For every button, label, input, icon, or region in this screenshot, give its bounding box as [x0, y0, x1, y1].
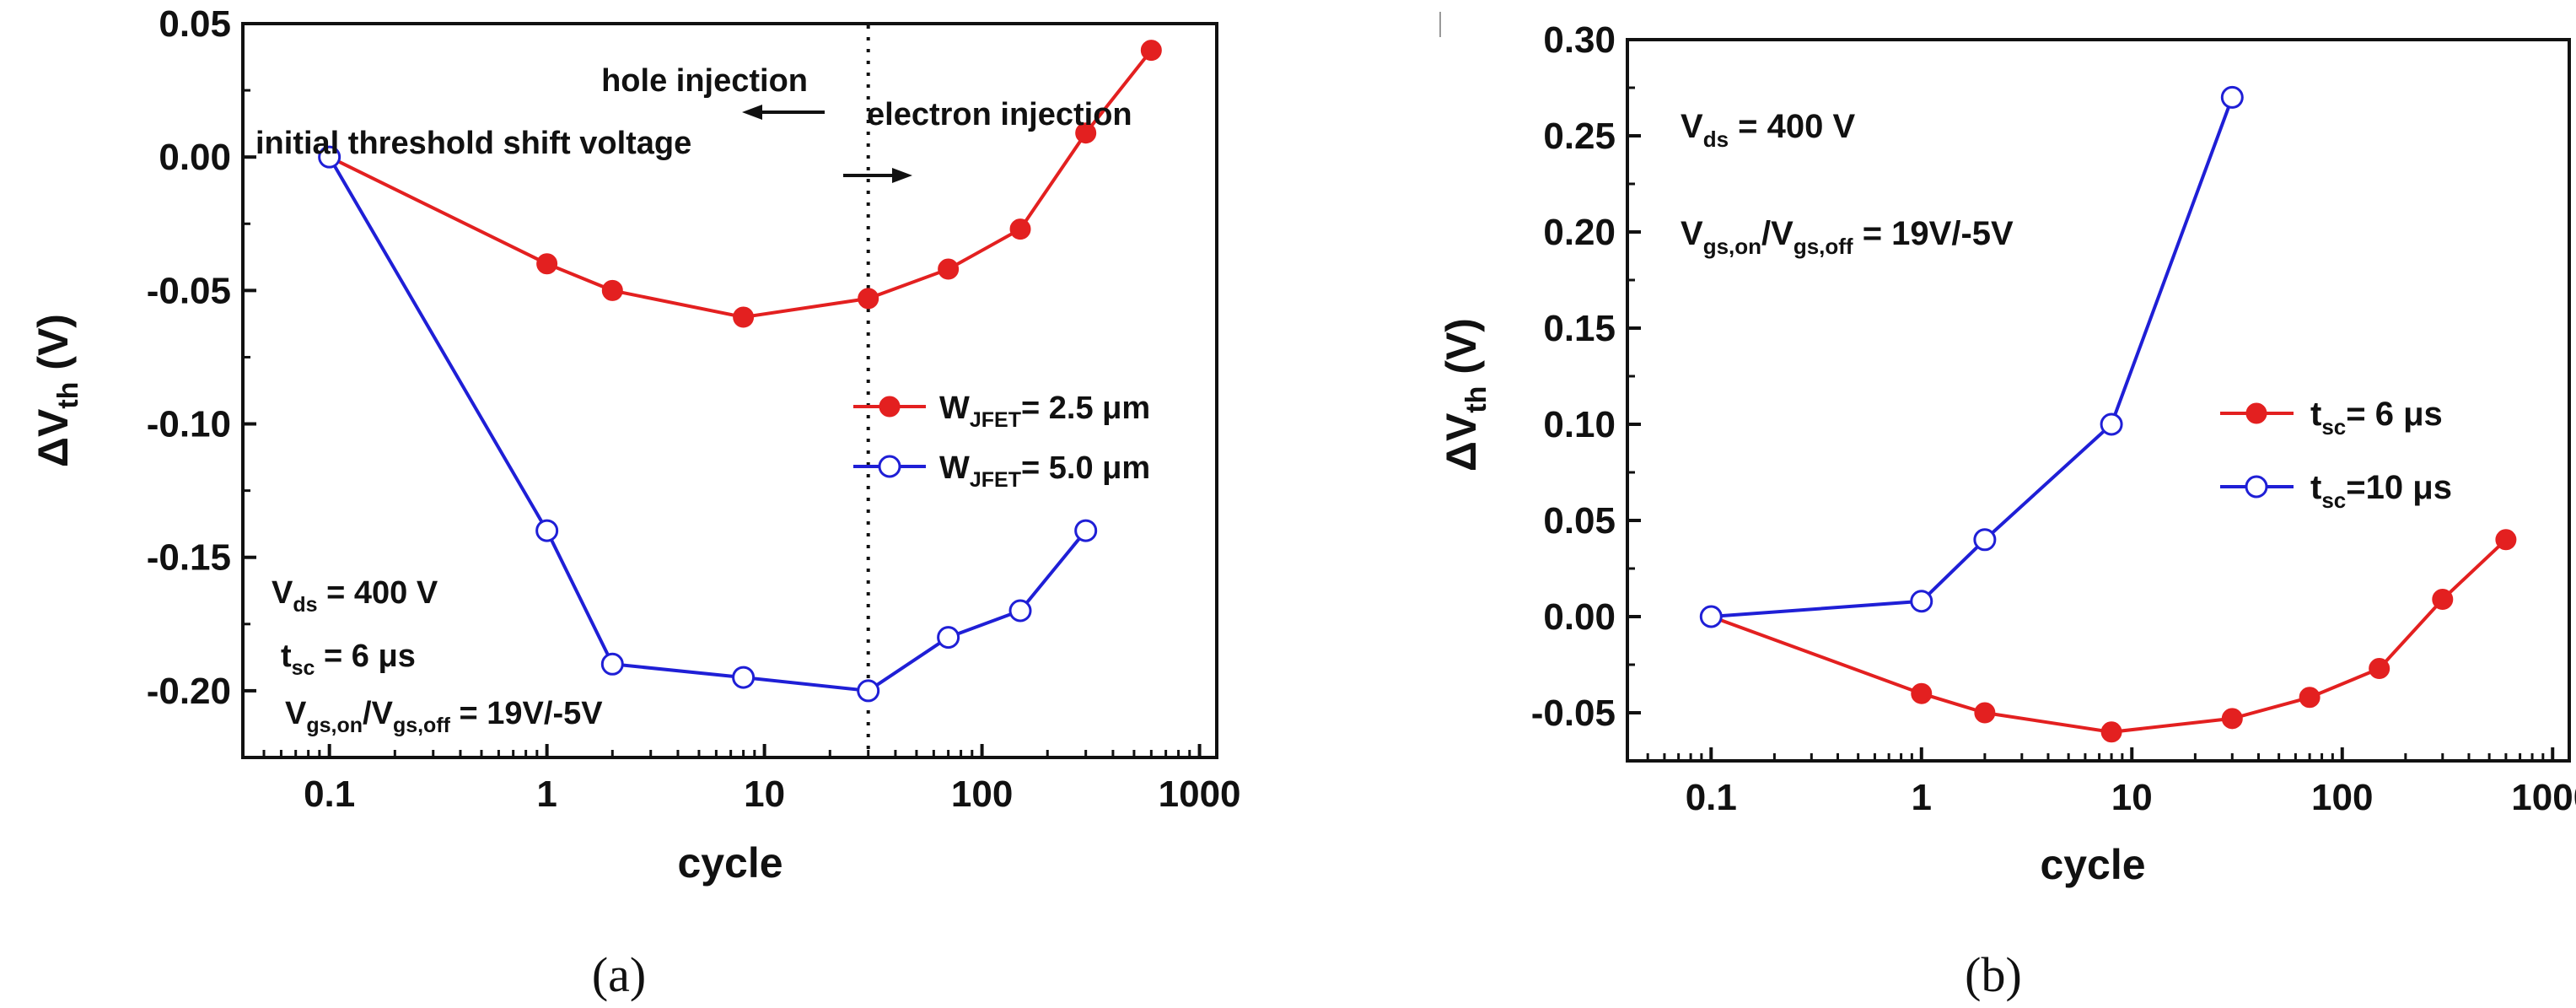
a-tsc-label: tsc = 6 μs	[281, 639, 416, 680]
b-series-2-point	[2100, 412, 2123, 436]
a-y-tick-label: -0.10	[147, 404, 231, 445]
a-hole-arrow	[742, 105, 825, 120]
b-x-axis-title: cycle	[2040, 841, 2145, 888]
a-x-tick-label: 10	[744, 774, 785, 815]
b-series-2-point	[2220, 85, 2244, 109]
b-series-2-point	[1699, 605, 1723, 628]
b-y-tick-label: 0.00	[1543, 596, 1616, 638]
b-series-1-line	[1710, 538, 2508, 734]
a-series-2-point	[535, 519, 559, 542]
b-series-1-point	[2432, 588, 2454, 610]
b-y-axis-title: ΔVth (V)	[1438, 318, 1492, 472]
b-series-2-point	[1910, 590, 1933, 613]
a-x-tick-label: 1000	[1159, 774, 1241, 815]
b-vds-label: Vds = 400 V	[1681, 108, 1855, 152]
a-vds-label: Vds = 400 V	[272, 575, 438, 617]
b-vgs-label: Vgs,on/Vgs,off = 19V/-5V	[1681, 215, 2014, 259]
a-series-2-point	[600, 652, 624, 676]
b-x-tick-label: 10	[2111, 777, 2153, 818]
a-vgs-label: Vgs,on/Vgs,off = 19V/-5V	[285, 696, 603, 737]
a-series-1-point	[1140, 40, 1162, 62]
b-y-tick-label: 0.30	[1543, 19, 1616, 61]
a-y-tick-label: -0.15	[147, 537, 231, 579]
a-y-tick-label: 0.05	[159, 3, 231, 45]
b-series-1-point	[2221, 708, 2243, 730]
a-y-tick-label: -0.20	[147, 671, 231, 712]
a-series-2-point	[1074, 519, 1098, 542]
b-y-tick-label: -0.05	[1531, 693, 1616, 734]
a-series-1-point	[733, 306, 755, 328]
a-series-1-point	[858, 288, 879, 310]
a-x-tick-label: 1	[536, 774, 557, 815]
b-x-tick-label: 0.1	[1686, 777, 1737, 818]
b-x-tick-label: 1	[1912, 777, 1932, 818]
a-electron-arrow	[843, 168, 912, 183]
b-x-tick-label: 1000	[2511, 777, 2576, 818]
a-series-2-point	[937, 626, 960, 650]
a-initial-shift-label: initial threshold shift voltage	[255, 126, 691, 161]
a-legend: WJFET= 2.5 μm WJFET= 5.0 μm	[853, 391, 1150, 492]
a-y-tick-label: -0.05	[147, 270, 231, 311]
b-series-1-point	[2369, 658, 2390, 680]
b-series-1-point	[2100, 721, 2122, 743]
b-series-1-point	[2299, 687, 2321, 709]
a-series-1-point	[938, 258, 960, 280]
a-series-2-point	[732, 666, 756, 689]
b-legend-item-2: tsc=10 μs	[2310, 469, 2452, 513]
b-series-1-point	[1974, 702, 1996, 724]
b-series-1-point	[1911, 682, 1933, 704]
a-series-1-point	[1075, 122, 1097, 144]
b-series-2-point	[1973, 528, 1997, 552]
b-y-tick-label: 0.20	[1543, 212, 1616, 253]
b-y-tick-label: 0.05	[1543, 500, 1616, 542]
b-y-tick-label: 0.15	[1543, 308, 1616, 349]
a-series-2-point	[857, 679, 880, 703]
a-x-tick-label: 100	[951, 774, 1013, 815]
a-y-axis-title: ΔVth (V)	[30, 314, 84, 467]
b-y-tick-label: 0.10	[1543, 404, 1616, 445]
a-electron-injection-label: electron injection	[867, 97, 1132, 132]
a-series-1-point	[536, 253, 558, 275]
a-legend-item-2: WJFET= 5.0 μm	[939, 450, 1150, 492]
a-legend-item-1: WJFET= 2.5 μm	[939, 391, 1150, 432]
a-series-1-point	[601, 279, 623, 301]
b-series-1-point	[2495, 529, 2517, 551]
a-series-1-point	[1009, 218, 1031, 240]
b-legend-item-1: tsc= 6 μs	[2310, 396, 2443, 439]
a-panel-label: (a)	[592, 947, 646, 1002]
a-x-axis-title: cycle	[677, 839, 782, 887]
b-series-2-line	[1711, 96, 2235, 618]
a-series-2-point	[1008, 599, 1032, 623]
a-series-2-point	[318, 145, 341, 169]
b-legend: tsc= 6 μs tsc=10 μs	[2220, 396, 2452, 513]
a-hole-injection-label: hole injection	[601, 63, 808, 99]
b-y-tick-label: 0.25	[1543, 116, 1616, 157]
a-x-tick-label: 0.1	[304, 774, 355, 815]
a-y-tick-label: 0.00	[159, 137, 231, 178]
panel-a: 0.1 1 10 100 1000 0.05 0.00 -0.05 -0.10 -0.15 -0.2…	[30, 3, 1241, 1002]
b-x-tick-label: 100	[2311, 777, 2373, 818]
b-panel-label: (b)	[1965, 947, 2022, 1002]
a-series-2-line	[327, 156, 1088, 693]
panel-b: 0.1 1 10 100 1000 0.30 0.25 0.20 0.15 0.10 0.05 0.0…	[1438, 12, 2576, 1002]
